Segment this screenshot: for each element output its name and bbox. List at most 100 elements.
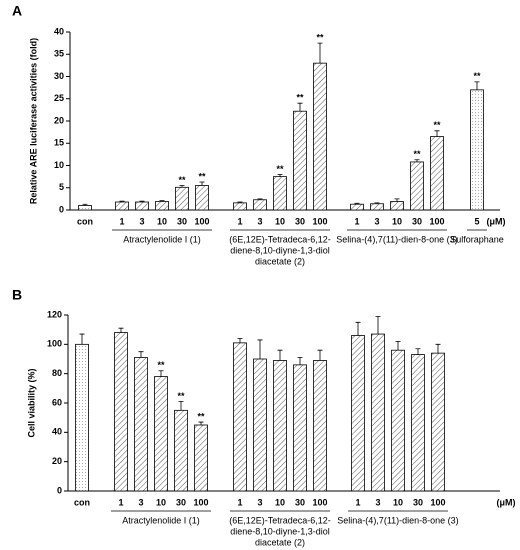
bar [350, 203, 364, 211]
bar [313, 360, 327, 492]
x-tick-label: 3 [138, 497, 143, 507]
x-tick-label: 30 [176, 497, 186, 507]
x-tick-label: 30 [177, 216, 187, 226]
group-label: Selina-(4),7(11)-dien-8-one (3) [337, 515, 458, 525]
error-bar [139, 200, 145, 202]
group-label: diacetate (2) [255, 537, 305, 547]
x-tick-label: 1 [354, 216, 359, 226]
significance: ** [473, 71, 481, 81]
error-bar [159, 200, 165, 202]
error-bar [257, 198, 263, 200]
significance: ** [433, 120, 441, 130]
y-axis-label: Cell viability (%) [26, 368, 36, 437]
group-label: Atractylenolide I (1) [123, 234, 201, 244]
x-tick-label: con [77, 216, 93, 226]
error-bar [395, 341, 401, 351]
error-bar [237, 201, 243, 203]
y-tick-label: 30 [54, 71, 64, 81]
error-bar [257, 339, 263, 359]
bar [135, 201, 149, 211]
bar [175, 186, 189, 211]
y-tick-label: 60 [52, 397, 62, 407]
panel-label: A [12, 3, 22, 19]
error-bar [394, 198, 400, 202]
panel-label: B [12, 287, 22, 303]
group-label: Selina-(4),7(11)-dien-8-one (3) [336, 234, 457, 244]
group-label: diene-8,10-diyne-1,3-diol [230, 526, 330, 536]
error-bar [277, 174, 283, 177]
x-tick-label: 30 [413, 497, 423, 507]
error-bar [79, 333, 85, 345]
bar [371, 333, 385, 492]
x-tick-label: 10 [392, 216, 402, 226]
group-label: diacetate (2) [255, 256, 305, 266]
x-tick-label: 10 [275, 216, 285, 226]
bar [195, 185, 209, 211]
significance: ** [198, 171, 206, 181]
significance: ** [197, 411, 205, 421]
x-tick-label: 30 [412, 216, 422, 226]
group-label: Atractylenolide I (1) [122, 515, 200, 525]
bar [313, 62, 327, 211]
bar [410, 161, 424, 211]
y-tick-label: 100 [47, 339, 62, 349]
x-tick-label: 3 [257, 497, 262, 507]
error-bar [82, 203, 88, 206]
significance: ** [316, 33, 324, 43]
y-tick-label: 25 [54, 93, 64, 103]
error-bar [237, 338, 243, 343]
x-tick-label: 100 [312, 216, 327, 226]
bar [154, 376, 168, 492]
bar [75, 343, 89, 492]
group-label: (6E,12E)-Tetradeca-6,12- [229, 515, 331, 525]
error-bar [434, 130, 440, 137]
x-tick-label: 100 [429, 216, 444, 226]
error-bar [118, 327, 124, 333]
bar [470, 89, 484, 211]
x-tick-label: 10 [156, 497, 166, 507]
group-label: diene-8,10-diyne-1,3-diol [230, 245, 330, 255]
error-bar [435, 343, 441, 354]
error-bar [179, 185, 185, 188]
significance: ** [178, 175, 186, 185]
significance: ** [296, 93, 304, 103]
bar [411, 354, 425, 492]
bar [273, 176, 287, 211]
y-tick-label: 40 [54, 26, 64, 36]
bar [390, 201, 404, 211]
error-bar [119, 200, 125, 202]
error-bar [277, 349, 283, 361]
x-tick-label: 10 [157, 216, 167, 226]
significance: ** [413, 149, 421, 159]
x-tick-label: 100 [194, 216, 209, 226]
x-tick-label: 3 [139, 216, 144, 226]
x-tick-label: 1 [237, 497, 242, 507]
bar [370, 203, 384, 211]
y-tick-label: 20 [52, 456, 62, 466]
bar [134, 357, 148, 492]
y-tick-label: 5 [59, 182, 64, 192]
x-tick-label: 30 [295, 497, 305, 507]
error-bar [374, 202, 380, 204]
x-tick-label: 1 [119, 216, 124, 226]
x-tick-label: 3 [257, 216, 262, 226]
error-bar [415, 348, 421, 355]
x-tick-label: 1 [355, 497, 360, 507]
y-tick-label: 10 [54, 160, 64, 170]
bar [391, 349, 405, 492]
error-bar [198, 421, 204, 425]
bar [293, 364, 307, 492]
y-tick-label: 0 [57, 485, 62, 495]
error-bar [317, 42, 323, 64]
x-tick-label: 10 [393, 497, 403, 507]
unit-label: (μM) [497, 497, 516, 507]
bar [431, 352, 445, 492]
x-tick-label: 5 [474, 216, 479, 226]
error-bar [354, 202, 360, 205]
significance: ** [177, 391, 185, 401]
error-bar [474, 81, 480, 90]
x-tick-label: 100 [312, 497, 327, 507]
group-label: Sulforaphane [450, 234, 504, 244]
error-bar [375, 316, 381, 335]
